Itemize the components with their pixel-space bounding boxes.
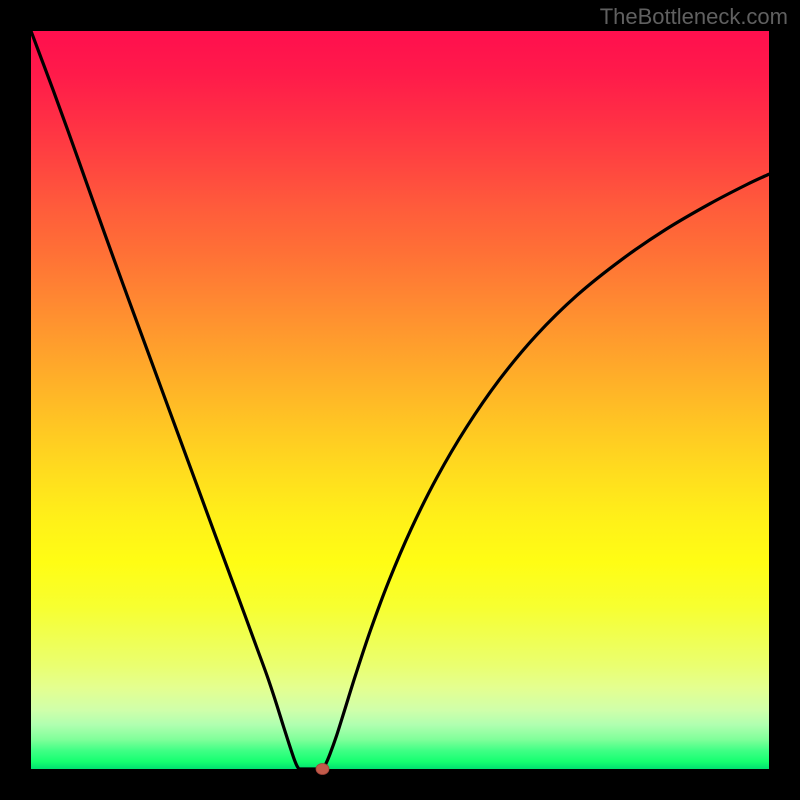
chart-gradient-background bbox=[31, 31, 769, 769]
attribution-text: TheBottleneck.com bbox=[600, 4, 788, 30]
bottleneck-marker bbox=[316, 764, 329, 775]
bottleneck-chart bbox=[0, 0, 800, 800]
